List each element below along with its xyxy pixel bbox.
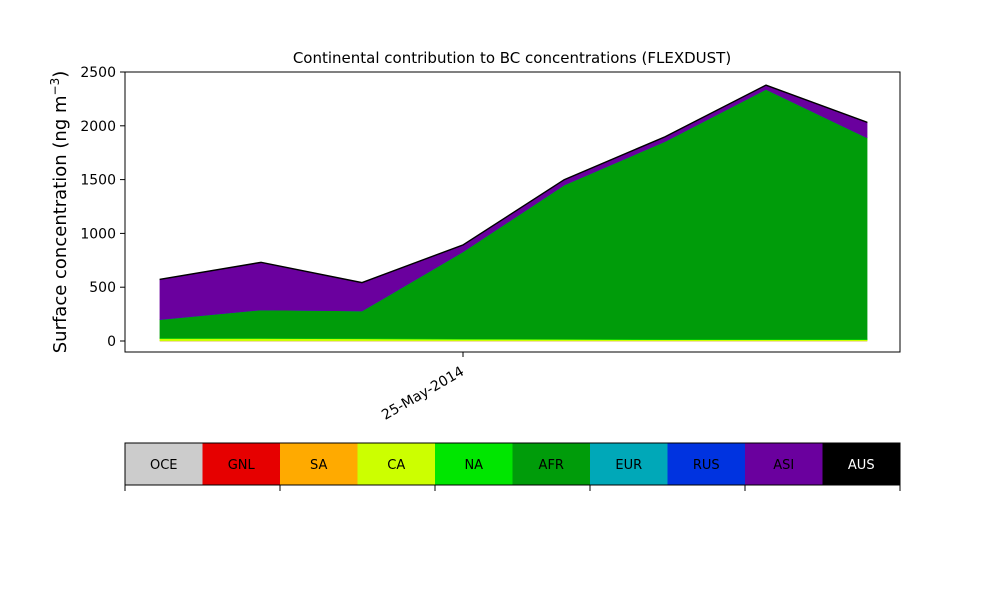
chart-title: Continental contribution to BC concentra… [293,49,731,67]
x-axis: 25-May-2014 [379,352,467,424]
legend-label-oce: OCE [150,458,178,473]
y-axis: 0 500 1000 1500 2000 2500 [80,65,125,350]
legend-label-ca: CA [387,458,405,473]
legend-label-aus: AUS [848,458,875,473]
legend-label-afr: AFR [539,458,564,473]
main-plot: Continental contribution to BC concentra… [48,49,900,424]
y-axis-label-superscript: −3 [48,78,62,96]
y-axis-label-close: ) [50,71,71,78]
x-tick-label: 25-May-2014 [379,364,467,424]
stacked-areas [160,85,867,341]
legend-label-gnl: GNL [228,458,256,473]
legend-label-asi: ASI [773,458,794,473]
legend-colorbar: OCE GNL SA CA NA AFR EUR RUS ASI AUS [125,443,901,491]
y-axis-label: Surface concentration (ng m−3) [48,71,71,354]
y-tick-label: 2000 [80,119,116,135]
y-axis-label-main: Surface concentration (ng m [50,95,71,353]
y-tick-label: 2500 [80,65,116,81]
y-tick-label: 0 [107,334,116,350]
legend-label-sa: SA [310,458,327,473]
y-tick-label: 500 [89,280,116,296]
y-tick-label: 1000 [80,226,116,242]
legend-label-rus: RUS [693,458,720,473]
legend-label-na: NA [464,458,483,473]
y-tick-label: 1500 [80,173,116,189]
legend-label-eur: EUR [615,458,642,473]
